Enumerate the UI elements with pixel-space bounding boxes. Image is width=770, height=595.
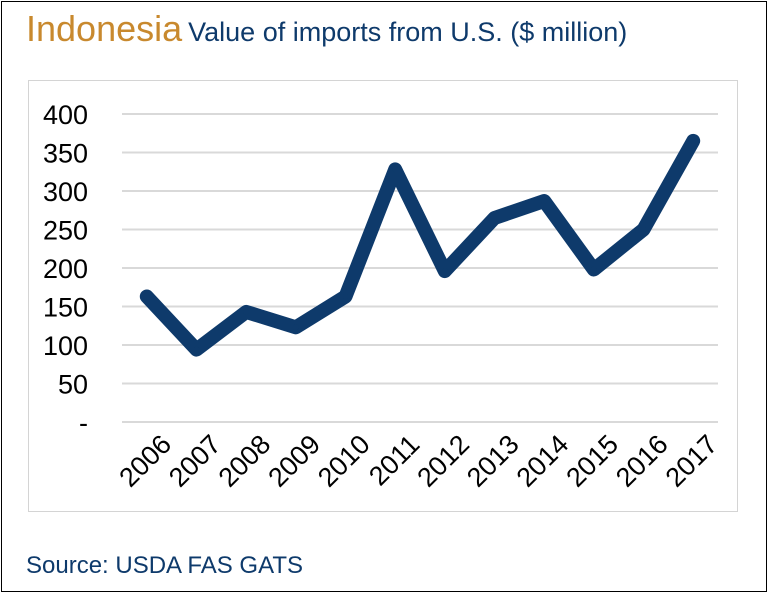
series-line xyxy=(139,133,701,357)
x-tick-label-2006: 2006 xyxy=(113,429,177,493)
data-point-2016 xyxy=(640,226,647,233)
chart-title: Indonesia Value of imports from U.S. ($ m… xyxy=(26,8,627,50)
data-point-2006 xyxy=(143,293,150,300)
x-tick-label-2008: 2008 xyxy=(213,429,277,493)
x-tick-label-2010: 2010 xyxy=(312,429,376,493)
data-point-2007 xyxy=(193,346,200,353)
y-tick-label-0: - xyxy=(79,408,88,438)
x-tick-label-2016: 2016 xyxy=(610,429,674,493)
y-tick-label-400: 400 xyxy=(43,100,88,130)
x-tick-label-2011: 2011 xyxy=(363,429,425,491)
y-tick-label-200: 200 xyxy=(43,254,88,284)
data-point-2015 xyxy=(590,266,597,273)
y-tick-label-350: 350 xyxy=(43,139,88,169)
x-tick-label-2014: 2014 xyxy=(511,429,575,493)
data-point-2009 xyxy=(292,324,299,331)
data-point-2012 xyxy=(441,268,448,275)
source-note: Source: USDA FAS GATS xyxy=(26,552,303,579)
y-tick-label-100: 100 xyxy=(43,331,88,361)
y-tick-label-250: 250 xyxy=(43,216,88,246)
data-point-2008 xyxy=(243,308,250,315)
data-point-2017 xyxy=(690,137,697,144)
x-tick-label-2013: 2013 xyxy=(461,429,525,493)
title-country: Indonesia xyxy=(26,8,183,49)
x-tick-label-2015: 2015 xyxy=(560,429,624,493)
data-point-2013 xyxy=(491,215,498,221)
x-tick-label-2017: 2017 xyxy=(660,429,724,493)
y-tick-label-50: 50 xyxy=(58,370,88,400)
y-tick-label-150: 150 xyxy=(43,293,88,323)
y-tick-label-300: 300 xyxy=(43,177,88,207)
x-tick-label-2007: 2007 xyxy=(163,429,227,493)
plot-area-border xyxy=(28,80,738,512)
data-point-2010 xyxy=(342,293,349,300)
x-tick-label-2012: 2012 xyxy=(411,429,475,493)
x-tick-label-2009: 2009 xyxy=(262,429,326,493)
data-point-2011 xyxy=(392,166,399,173)
title-subtitle: Value of imports from U.S. ($ million) xyxy=(188,17,628,47)
data-point-2014 xyxy=(541,198,548,204)
